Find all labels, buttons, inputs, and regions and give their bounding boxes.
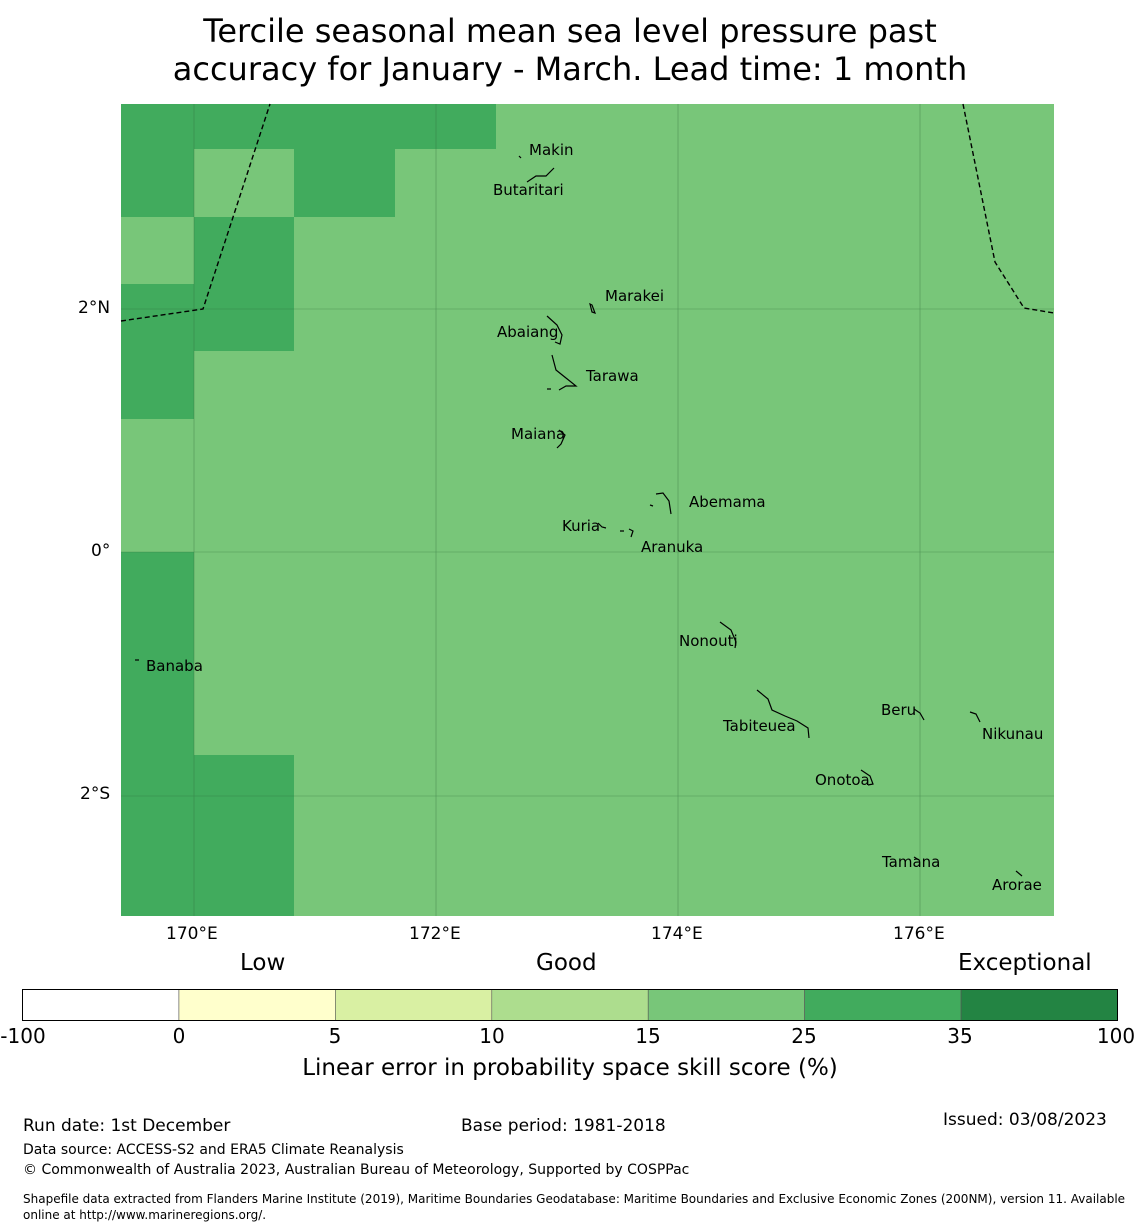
lat-tick-label: 2°S [80, 784, 111, 804]
skill-cell [194, 217, 294, 351]
place-label-butaritari: Butaritari [493, 181, 564, 199]
island-onotoa [860, 769, 874, 786]
map-title-line-2: accuracy for January - March. Lead time:… [172, 50, 968, 88]
map-title-line-1: Tercile seasonal mean sea level pressure… [203, 12, 937, 50]
colorbar-category-good: Good [536, 950, 597, 976]
place-label-arorae: Arorae [992, 876, 1042, 894]
island-nonouti [719, 621, 737, 649]
skill-cell [121, 284, 194, 419]
run-date: Run date: 1st December [23, 1116, 231, 1136]
island-abemama-islet [649, 504, 654, 507]
copyright: © Commonwealth of Australia 2023, Austra… [23, 1162, 690, 1178]
lon-tick-label: 170°E [166, 924, 218, 944]
island-tarawa [551, 354, 578, 391]
place-label-beru: Beru [881, 701, 917, 719]
lon-tick-label: 172°E [409, 924, 461, 944]
place-label-nikunau: Nikunau [982, 725, 1044, 743]
place-label-maiana: Maiana [511, 425, 566, 443]
island-marakei [589, 302, 597, 314]
lat-tick-label: 2°N [78, 298, 111, 318]
colorbar-segment [335, 989, 493, 1021]
island-butaritari [526, 167, 555, 183]
place-label-banaba: Banaba [146, 657, 203, 675]
place-label-marakei: Marakei [605, 287, 665, 305]
colorbar-tick-label: -100 [0, 1024, 46, 1048]
lon-tick-label: 176°E [893, 924, 945, 944]
place-label-abaiang: Abaiang [497, 323, 559, 341]
map-title: Tercile seasonal mean sea level pressure… [0, 12, 1140, 88]
colorbar-category-exceptional: Exceptional [958, 950, 1092, 976]
place-label-tarawa: Tarawa [586, 367, 639, 385]
island-beru [913, 708, 925, 721]
lon-tick-label: 174°E [651, 924, 703, 944]
graticule [121, 104, 1054, 916]
island-outlines [135, 155, 1023, 877]
colorbar-segment [804, 989, 962, 1021]
colorbar-tick-label: 100 [1096, 1024, 1136, 1048]
eez-boundary-east [962, 103, 1055, 314]
island-maiana [556, 429, 566, 449]
place-label-tabiteuea: Tabiteuea [723, 717, 796, 735]
data-source: Data source: ACCESS-S2 and ERA5 Climate … [23, 1142, 404, 1158]
colorbar-tick-label: 10 [479, 1024, 505, 1048]
island-arorae [1015, 870, 1023, 877]
skill-cell [294, 104, 395, 217]
place-label-kuria: Kuria [562, 517, 601, 535]
eez-boundary-west [120, 103, 271, 322]
colorbar-segment [491, 989, 649, 1021]
skill-cell [121, 552, 194, 916]
place-label-makin: Makin [529, 141, 574, 159]
island-aranuka [620, 528, 634, 538]
skill-cell [121, 104, 194, 217]
colorbar-segment [960, 989, 1118, 1021]
colorbar-segment [647, 989, 805, 1021]
colorbar-outline [22, 989, 1118, 1021]
colorbar-tick-label: 15 [635, 1024, 661, 1048]
place-label-abemama: Abemama [689, 493, 766, 511]
skill-cell [194, 755, 294, 916]
map-frame [120, 103, 1055, 916]
eez-boundaries [120, 103, 1055, 322]
colorbar-category-low: Low [240, 950, 286, 976]
shapefile-credit: Shapefile data extracted from Flanders M… [23, 1192, 1126, 1222]
place-label-nonouti: Nonouti [679, 632, 738, 650]
colorbar-label: Linear error in probability space skill … [302, 1055, 838, 1081]
island-tamana [913, 856, 920, 861]
colorbar-segment [22, 989, 180, 1021]
colorbar-tick-label: 25 [791, 1024, 817, 1048]
colorbar-tick-label: 0 [172, 1024, 186, 1048]
base-period: Base period: 1981-2018 [461, 1116, 666, 1136]
place-label-onotoa: Onotoa [815, 771, 870, 789]
island-nikunau [969, 711, 981, 723]
skill-cells-high [121, 104, 496, 916]
island-abaiang [546, 315, 563, 345]
place-label-aranuka: Aranuka [641, 538, 704, 556]
place-label-tamana: Tamana [882, 853, 941, 871]
island-makin [518, 155, 522, 159]
island-tabiteuea [756, 689, 810, 739]
colorbar-segments [22, 989, 1118, 1021]
island-abemama [655, 492, 672, 515]
issued-date: Issued: 03/08/2023 [943, 1110, 1107, 1130]
island-kuria [597, 522, 607, 529]
lat-tick-label: 0° [91, 541, 111, 561]
colorbar-tick-label: 5 [328, 1024, 342, 1048]
colorbar [22, 989, 1118, 1021]
colorbar-tick-label: 35 [947, 1024, 973, 1048]
colorbar-segment [178, 989, 336, 1021]
